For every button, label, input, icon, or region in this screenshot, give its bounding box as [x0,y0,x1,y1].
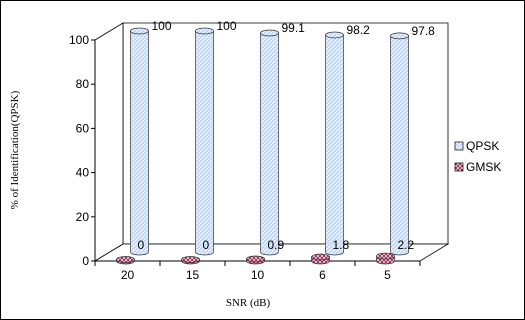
bar-qpsk-5-top [390,32,409,40]
x-tick-label: 5 [384,268,391,282]
bar-gmsk-5-top [376,252,395,260]
bar-qpsk-10 [260,29,279,256]
y-tick-label: 80 [76,77,90,91]
y-tick-label: 40 [76,166,90,180]
legend-swatch-gmsk [454,162,464,172]
side-wall [94,22,124,262]
bar-qpsk-15-body [195,30,214,256]
bar-qpsk-20-top [130,27,149,35]
bar-qpsk-5 [390,32,409,256]
x-axis-title: SNR (dB) [226,297,271,309]
legend-label-gmsk: GMSK [466,160,501,174]
y-tick-label: 100 [69,33,89,47]
bar-gmsk-20-top [116,256,135,263]
bar-gmsk-15-top [181,256,200,263]
bar-qpsk-10-top [260,29,279,37]
data-label-qpsk: 97.8 [412,24,436,38]
x-tick-label: 6 [319,268,326,282]
y-axis-title: % of Identification(QPSK) [9,90,21,209]
bar-gmsk-6-top [311,253,330,261]
data-label-qpsk: 98.2 [347,23,371,37]
bar-gmsk-6 [311,253,330,265]
bar-gmsk-10-top [246,255,265,263]
y-tick-label: 60 [76,121,90,135]
bar-qpsk-6-top [325,31,344,39]
x-tick-label: 10 [251,268,265,282]
data-label-qpsk: 100 [152,19,172,33]
bar-gmsk-10 [246,255,265,265]
data-label-gmsk: 1.8 [333,238,350,252]
x-tick-label: 15 [186,268,200,282]
bar-qpsk-15 [195,27,214,256]
data-label-gmsk: 0 [138,238,145,252]
legend-label-qpsk: QPSK [466,139,499,153]
data-label-qpsk: 100 [217,19,237,33]
bar-gmsk-15 [181,256,200,265]
y-tick-label: 0 [82,254,89,268]
bar-gmsk-5 [376,252,395,265]
y-tick-label: 20 [76,210,90,224]
data-label-gmsk: 2.2 [398,238,415,252]
bar-qpsk-10-body [260,32,279,256]
bar-gmsk-20 [116,256,135,265]
bar-qpsk-6-body [325,34,344,256]
bar-qpsk-20 [130,27,149,256]
legend-swatch-qpsk [454,141,464,151]
data-label-gmsk: 0 [203,238,210,252]
bar-qpsk-5-body [390,35,409,256]
bar-qpsk-6 [325,31,344,256]
data-label-qpsk: 99.1 [282,21,306,35]
bar-qpsk-20-body [130,30,149,256]
data-label-gmsk: 0.9 [268,238,285,252]
bar-qpsk-15-top [195,27,214,35]
legend: QPSK GMSK [454,139,501,174]
x-tick-label: 20 [121,268,135,282]
